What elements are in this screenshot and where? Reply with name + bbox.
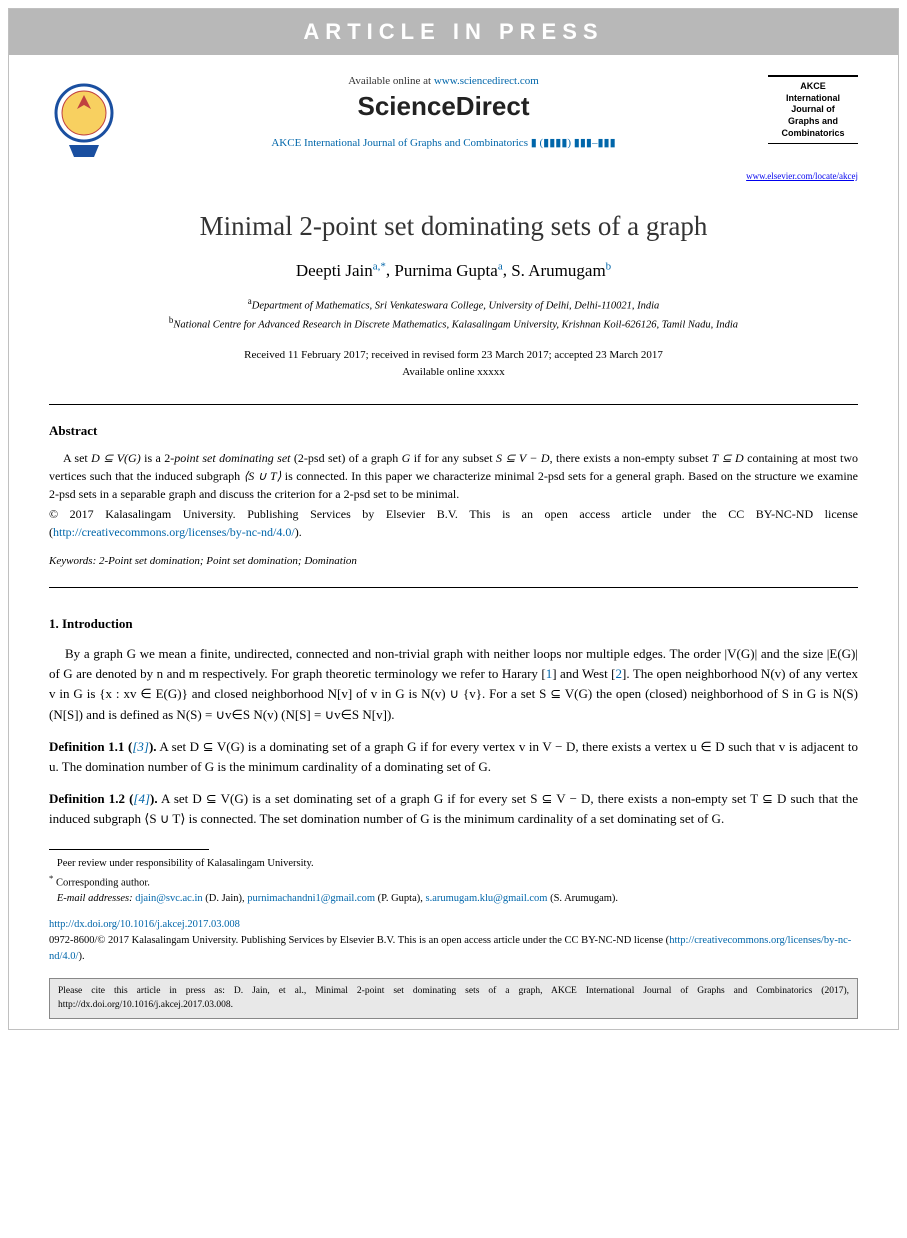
copyright-footer: 0972-8600/© 2017 Kalasalingam University… [49, 933, 858, 965]
doi-block: http://dx.doi.org/10.1016/j.akcej.2017.0… [9, 907, 898, 970]
article-title: Minimal 2-point set dominating sets of a… [49, 211, 858, 242]
journal-homepage-url: www.elsevier.com/locate/akcej [9, 171, 898, 181]
definition-1-2: Definition 1.2 ([4]). A set D ⊆ V(G) is … [49, 789, 858, 829]
author-2: Purnima Guptaa [394, 261, 502, 280]
corresponding-author-note: * Corresponding author. [49, 872, 858, 891]
rule-top [49, 404, 858, 405]
journal-citation-line: AKCE International Journal of Graphs and… [129, 136, 758, 149]
license-link[interactable]: http://creativecommons.org/licenses/by-n… [53, 525, 295, 539]
ref-3-link[interactable]: [3] [132, 739, 149, 754]
footnote-separator [49, 849, 209, 850]
abstract-section: Abstract A set D ⊆ V(G) is a 2-point set… [9, 423, 898, 567]
journal-homepage-link[interactable]: www.elsevier.com/locate/akcej [746, 171, 858, 181]
affiliations: aDepartment of Mathematics, Sri Venkates… [9, 295, 898, 334]
ref-4-link[interactable]: [4] [133, 791, 150, 806]
received-accepted-line: Received 11 February 2017; received in r… [9, 347, 898, 364]
citation-box: Please cite this article in press as: D.… [49, 978, 858, 1019]
available-online: Available online at www.sciencedirect.co… [129, 75, 758, 87]
abstract-body: A set D ⊆ V(G) is a 2-point set dominati… [49, 449, 858, 541]
authors-line: Deepti Jaina,*, Purnima Guptaa, S. Arumu… [9, 260, 898, 281]
affiliation-b: bNational Centre for Advanced Research i… [49, 314, 858, 333]
abstract-heading: Abstract [49, 423, 858, 439]
intro-p1: By a graph G we mean a finite, undirecte… [49, 644, 858, 725]
introduction-section: 1. Introduction By a graph G we mean a f… [9, 616, 898, 829]
page-frame: ARTICLE IN PRESS Available online at www… [8, 8, 899, 1030]
journal-cover-box: AKCE International Journal of Graphs and… [768, 75, 858, 144]
intro-body: By a graph G we mean a finite, undirecte… [49, 644, 858, 829]
author-3: S. Arumugamb [511, 261, 611, 280]
email-1-link[interactable]: djain@svc.ac.in [135, 893, 202, 904]
university-logo [49, 75, 119, 165]
keywords: Keywords: 2-Point set domination; Point … [49, 555, 858, 567]
header-center: Available online at www.sciencedirect.co… [119, 75, 768, 151]
definition-1-1: Definition 1.1 ([3]). A set D ⊆ V(G) is … [49, 737, 858, 777]
article-in-press-banner: ARTICLE IN PRESS [9, 9, 898, 55]
peer-review-note: Peer review under responsibility of Kala… [49, 856, 858, 872]
email-addresses: E-mail addresses: djain@svc.ac.in (D. Ja… [49, 891, 858, 907]
intro-heading: 1. Introduction [49, 616, 858, 632]
email-2-link[interactable]: purnimachandni1@gmail.com [247, 893, 375, 904]
author-1: Deepti Jaina,* [296, 261, 386, 280]
affiliation-a: aDepartment of Mathematics, Sri Venkates… [49, 295, 858, 314]
doi-link[interactable]: http://dx.doi.org/10.1016/j.akcej.2017.0… [49, 919, 240, 930]
rule-bottom [49, 587, 858, 588]
email-3-link[interactable]: s.arumugam.klu@gmail.com [426, 893, 548, 904]
article-dates: Received 11 February 2017; received in r… [9, 347, 898, 380]
sciencedirect-url-link[interactable]: www.sciencedirect.com [434, 75, 539, 87]
footnotes: Peer review under responsibility of Kala… [9, 856, 898, 907]
header-row: Available online at www.sciencedirect.co… [9, 75, 898, 165]
sciencedirect-logo: ScienceDirect [129, 91, 758, 122]
available-online-line: Available online xxxxx [9, 364, 898, 381]
